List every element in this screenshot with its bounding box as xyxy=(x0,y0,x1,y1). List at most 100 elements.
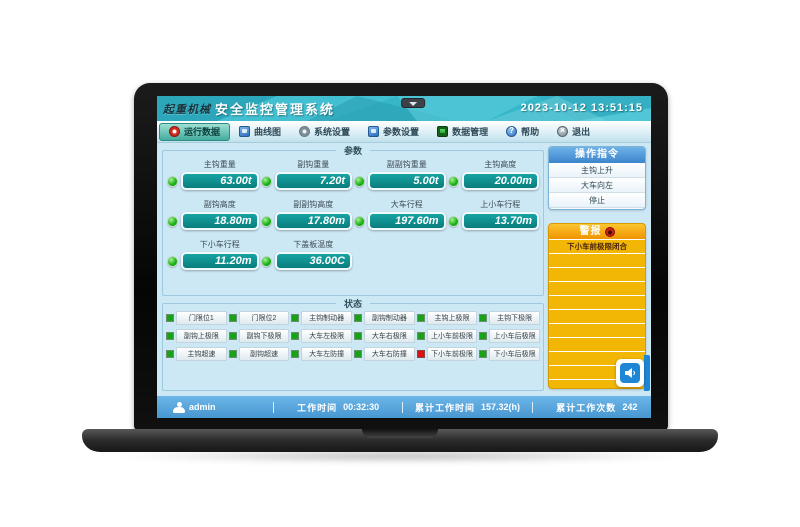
green-led-icon xyxy=(167,255,178,267)
param-aux-hook-weight: 副钩重量 7.20t xyxy=(260,159,352,190)
app-title: 安全监控管理系统 xyxy=(215,102,336,117)
username: admin xyxy=(189,402,216,412)
status-item: 下小车前极限 xyxy=(416,347,478,361)
param-main-hook-weight: 主钩重量 63.00t xyxy=(167,159,259,190)
status-led-icon xyxy=(354,314,362,322)
status-led-icon xyxy=(416,314,425,322)
param-settings-icon xyxy=(368,126,380,137)
alarm-row-empty xyxy=(549,296,645,310)
param-value: 36.00C xyxy=(274,252,352,270)
curve-chart-icon xyxy=(239,126,251,137)
sound-notify-button[interactable] xyxy=(616,359,644,387)
status-led-icon xyxy=(291,350,300,358)
title-bar: 起重机械 安全监控管理系统 2023-10-12 13:51:15 xyxy=(157,96,651,121)
status-led-icon xyxy=(416,350,425,358)
status-group-title: 状态 xyxy=(335,297,371,310)
alarm-row-empty xyxy=(549,310,645,324)
float-button-tab[interactable] xyxy=(644,355,650,391)
param-value: 17.80m xyxy=(274,212,352,230)
laptop-base xyxy=(82,429,718,452)
status-item: 大车左极限 xyxy=(291,329,352,343)
param-value: 63.00t xyxy=(181,172,259,190)
param-value: 5.00t xyxy=(368,172,446,190)
datetime: 2023-10-12 13:51:15 xyxy=(520,102,643,114)
divider xyxy=(402,401,404,413)
status-led-icon xyxy=(166,332,174,340)
status-item: 副钩超速 xyxy=(228,347,290,361)
status-led-icon xyxy=(291,332,300,340)
alarm-row-empty xyxy=(549,366,645,380)
tab-help[interactable]: 帮助 xyxy=(497,123,548,141)
status-item: 大车右防撞 xyxy=(354,347,415,361)
status-item: 上小车后极限 xyxy=(479,329,540,343)
tab-data-management[interactable]: 数据管理 xyxy=(428,123,497,141)
tab-run-data[interactable]: 运行数据 xyxy=(159,122,231,141)
param-value: 20.00m xyxy=(461,172,539,190)
work-time: 工作时间 00:32:30 xyxy=(297,402,380,413)
status-item: 门限位1 xyxy=(166,311,227,325)
status-led-icon xyxy=(479,332,488,340)
command-item-stop: 停止 xyxy=(549,193,645,208)
laptop-base-notch xyxy=(362,429,438,438)
divider xyxy=(273,401,274,413)
status-led-icon xyxy=(166,350,174,358)
param-value: 7.20t xyxy=(274,172,352,190)
param-value: 13.70m xyxy=(461,212,539,230)
status-item: 主钩上极限 xyxy=(416,311,478,325)
green-led-icon xyxy=(260,255,272,267)
alarm-panel-header: 警报 xyxy=(549,224,645,240)
status-led-icon xyxy=(354,350,362,358)
alarm-panel-title: 警报 xyxy=(579,225,602,237)
status-item: 主钩超速 xyxy=(166,347,227,361)
param-value: 11.20m xyxy=(181,252,259,270)
parameters-groupbox: 参数 主钩重量 63.00t 副钩重量 7.20t 副副钩重量 xyxy=(162,144,544,296)
status-led-icon xyxy=(479,314,488,322)
alarm-row-empty xyxy=(549,352,645,366)
logged-in-user: admin xyxy=(173,401,263,413)
tab-exit[interactable]: 退出 xyxy=(548,123,599,141)
divider xyxy=(531,401,533,413)
command-item-main-hook-up: 主钩上升 xyxy=(549,163,645,178)
user-icon xyxy=(173,401,185,413)
green-led-icon xyxy=(260,215,272,227)
param-cover-plate-temperature: 下盖板温度 36.00C xyxy=(260,239,352,270)
tab-curve-chart[interactable]: 曲线图 xyxy=(230,123,290,141)
status-item: 主钩下极限 xyxy=(479,311,540,325)
nav-bar: 运行数据 曲线图 系统设置 参数设置 数据管理 帮助 xyxy=(157,121,651,143)
alarm-row-empty xyxy=(549,268,645,282)
status-led-icon xyxy=(228,314,237,322)
alarm-row-empty xyxy=(549,338,645,352)
status-led-icon xyxy=(354,332,362,340)
tab-param-settings[interactable]: 参数设置 xyxy=(359,123,428,141)
status-item: 副钩制动器 xyxy=(354,311,415,325)
gear-icon xyxy=(299,126,311,137)
status-item: 门限位2 xyxy=(228,311,290,325)
param-gantry-travel: 大车行程 197.60m xyxy=(354,199,446,230)
param-upper-trolley-travel: 上小车行程 13.70m xyxy=(447,199,539,230)
param-value: 197.60m xyxy=(368,212,446,230)
green-led-icon xyxy=(354,175,365,187)
data-management-icon xyxy=(437,126,449,137)
status-item: 大车右极限 xyxy=(354,329,415,343)
collapse-button[interactable] xyxy=(401,98,426,108)
status-led-icon xyxy=(228,350,237,358)
param-second-aux-hook-height: 副副钩高度 17.80m xyxy=(260,199,352,230)
speaker-icon xyxy=(620,363,640,383)
parameters-group-title: 参数 xyxy=(335,144,371,157)
tab-system-settings[interactable]: 系统设置 xyxy=(290,123,359,141)
alarm-row-empty xyxy=(549,324,645,338)
command-panel: 操作指令 主钩上升 大车向左 停止 xyxy=(548,146,646,210)
app-window: 起重机械 安全监控管理系统 2023-10-12 13:51:15 运行数据 曲… xyxy=(157,96,651,418)
app-logo: 起重机械 xyxy=(163,103,211,116)
status-item: 大车左防撞 xyxy=(291,347,352,361)
status-item: 副钩上极限 xyxy=(166,329,227,343)
param-value: 18.80m xyxy=(181,212,259,230)
titlebar-background xyxy=(157,96,651,121)
green-led-icon xyxy=(354,215,365,227)
alarm-panel: 警报 下小车前极限闭合 xyxy=(548,223,646,389)
status-item: 下小车后极限 xyxy=(479,347,540,361)
alarm-row-empty xyxy=(549,282,645,296)
status-led-icon xyxy=(166,314,174,322)
green-led-icon xyxy=(260,175,272,187)
